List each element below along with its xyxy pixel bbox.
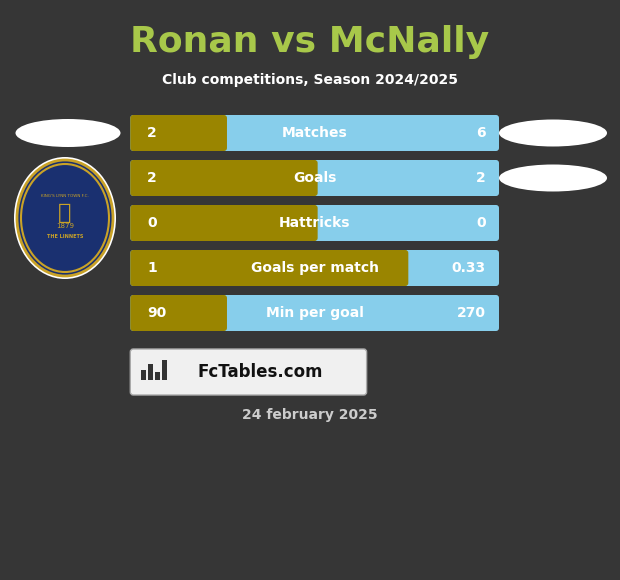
FancyBboxPatch shape [130, 160, 499, 196]
Text: 0.33: 0.33 [452, 261, 486, 275]
Bar [155, 372, 161, 380]
Bar [141, 370, 146, 380]
Bar [162, 360, 167, 380]
Text: 2: 2 [148, 171, 157, 185]
Ellipse shape [16, 119, 120, 147]
Ellipse shape [499, 165, 607, 191]
Text: Goals: Goals [293, 171, 336, 185]
Ellipse shape [499, 119, 607, 147]
FancyBboxPatch shape [130, 250, 409, 286]
Text: 0: 0 [148, 216, 157, 230]
FancyBboxPatch shape [130, 349, 366, 395]
Text: 2: 2 [476, 171, 486, 185]
FancyBboxPatch shape [130, 115, 499, 151]
Text: 0: 0 [476, 216, 486, 230]
Text: THE LINNETS: THE LINNETS [47, 234, 83, 238]
Text: 1879: 1879 [56, 223, 74, 229]
Text: Matches: Matches [281, 126, 348, 140]
Text: 2: 2 [148, 126, 157, 140]
Text: FcTables.com: FcTables.com [198, 363, 323, 381]
Text: 6: 6 [476, 126, 486, 140]
FancyBboxPatch shape [130, 115, 227, 151]
Text: Hattricks: Hattricks [279, 216, 350, 230]
FancyBboxPatch shape [130, 295, 227, 331]
FancyBboxPatch shape [130, 205, 499, 241]
Text: 24 february 2025: 24 february 2025 [242, 408, 378, 422]
Text: 270: 270 [457, 306, 486, 320]
Ellipse shape [14, 157, 116, 279]
Text: 90: 90 [148, 306, 167, 320]
Text: Goals per match: Goals per match [250, 261, 379, 275]
Text: Ronan vs McNally: Ronan vs McNally [130, 25, 490, 59]
Text: Min per goal: Min per goal [266, 306, 363, 320]
Text: KING'S LYNN TOWN F.C.: KING'S LYNN TOWN F.C. [41, 194, 89, 198]
FancyBboxPatch shape [130, 160, 317, 196]
Text: 1: 1 [148, 261, 157, 275]
FancyBboxPatch shape [130, 250, 499, 286]
Text: 𓅭: 𓅭 [58, 203, 72, 223]
FancyBboxPatch shape [130, 295, 499, 331]
Ellipse shape [17, 160, 113, 276]
Text: Club competitions, Season 2024/2025: Club competitions, Season 2024/2025 [162, 73, 458, 87]
FancyBboxPatch shape [130, 205, 317, 241]
Bar [148, 364, 153, 380]
